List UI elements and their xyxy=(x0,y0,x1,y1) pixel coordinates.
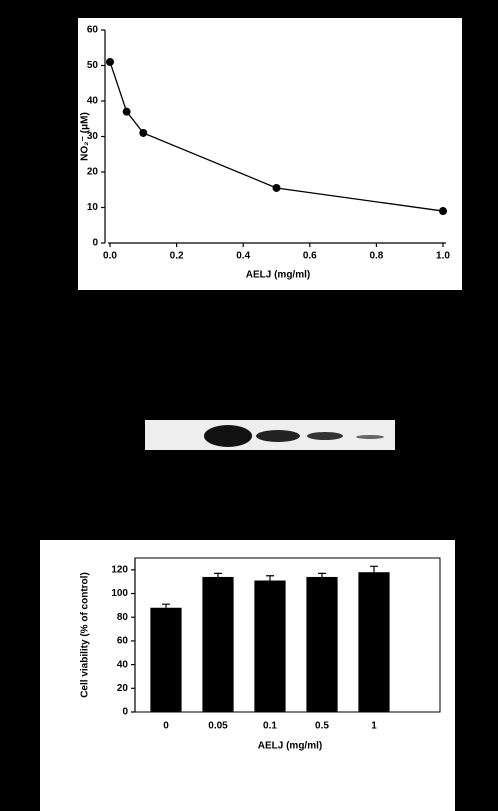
western-blot xyxy=(145,420,395,450)
panel-bottom xyxy=(40,540,455,811)
x-tick-label: 0.05 xyxy=(208,721,228,732)
panel-top xyxy=(78,18,462,290)
y-tick-label: 10 xyxy=(87,202,99,213)
x-tick-label: 0.6 xyxy=(303,251,317,262)
y-tick-label: 100 xyxy=(111,588,128,599)
y-axis-label: Cell viability (% of control) xyxy=(80,572,91,698)
x-tick-label: 0.8 xyxy=(369,251,383,262)
x-tick-label: 0.0 xyxy=(103,251,117,262)
bar xyxy=(202,577,233,712)
y-tick-label: 60 xyxy=(117,636,129,647)
bar xyxy=(358,572,389,712)
x-tick-label: 0.2 xyxy=(170,251,184,262)
bar xyxy=(254,581,285,712)
figure: 0102030405060AELJ (mg/ml)NO₂⁻ (μM)0.00.2… xyxy=(0,0,498,811)
point xyxy=(439,207,447,215)
x-tick-label: 0 xyxy=(163,721,169,732)
bar xyxy=(150,608,181,712)
y-tick-label: 60 xyxy=(87,25,99,36)
point xyxy=(139,129,147,137)
x-tick-label: 0.4 xyxy=(236,251,250,262)
bar xyxy=(306,577,337,712)
x-tick-label: 0.5 xyxy=(315,721,329,732)
x-axis-label: AELJ (mg/ml) xyxy=(246,270,310,281)
x-tick-label: 1 xyxy=(371,721,377,732)
y-tick-label: 0 xyxy=(122,707,128,718)
x-tick-label: 0.1 xyxy=(263,721,277,732)
y-tick-label: 40 xyxy=(87,96,99,107)
point xyxy=(123,108,131,116)
y-tick-label: 0 xyxy=(92,238,98,249)
point xyxy=(273,184,281,192)
y-axis-label: NO₂⁻ (μM) xyxy=(80,112,91,161)
y-tick-label: 40 xyxy=(117,659,129,670)
y-tick-label: 20 xyxy=(117,683,129,694)
y-tick-label: 80 xyxy=(117,612,129,623)
y-tick-label: 120 xyxy=(111,564,128,575)
x-axis-label: AELJ (mg/ml) xyxy=(258,741,322,752)
point xyxy=(106,58,114,66)
y-tick-label: 50 xyxy=(87,60,99,71)
x-tick-label: 1.0 xyxy=(436,251,450,262)
y-tick-label: 20 xyxy=(87,167,99,178)
